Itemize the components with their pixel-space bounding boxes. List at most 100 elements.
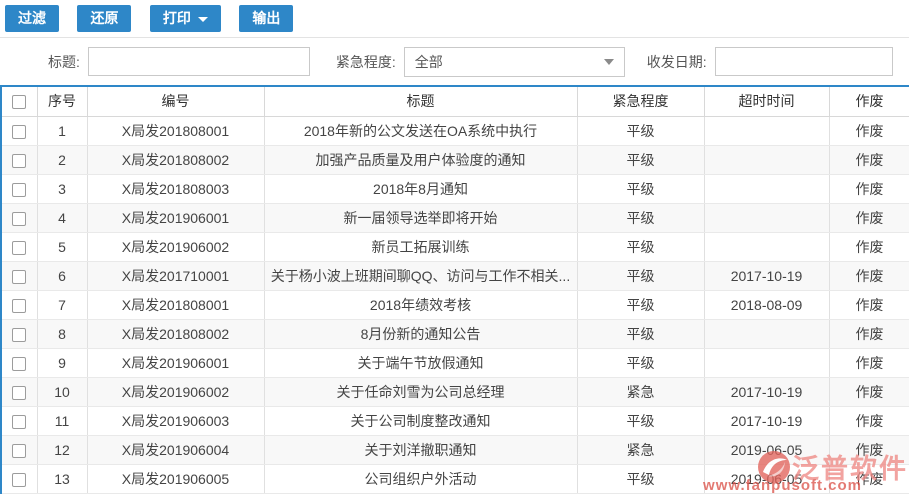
row-checkbox[interactable] [12,124,27,139]
title-filter-input[interactable] [87,47,310,76]
row-title: 2018年新的公文发送在OA系统中执行 [264,116,578,146]
select-all-checkbox[interactable] [12,95,27,110]
date-filter-label: 收发日期: [646,53,707,70]
row-title: 8月份新的通知公告 [264,319,578,349]
table-row: 11 X局发201906003 关于公司制度整改通知 平级 2017-10-19 作废 [1,406,909,436]
row-timeout: 2018-08-09 [704,290,830,320]
void-action[interactable]: 作废 [829,232,909,262]
row-code: X局发201710001 [87,261,265,291]
row-index: 5 [37,232,88,262]
row-checkbox[interactable] [12,385,27,400]
table-row: 3 X局发201808003 2018年8月通知 平级 作废 [1,174,909,204]
print-button-label: 打印 [162,10,191,26]
row-timeout [704,174,830,204]
void-action[interactable]: 作废 [829,261,909,291]
row-checkbox-cell [1,348,38,378]
row-timeout [704,348,830,378]
table-row: 9 X局发201906001 关于端午节放假通知 平级 作废 [1,348,909,378]
void-action[interactable]: 作废 [829,174,909,204]
table-header-row: 序号 编号 标题 紧急程度 超时时间 作废 [1,86,909,117]
void-action[interactable]: 作废 [829,377,909,407]
row-checkbox[interactable] [12,240,27,255]
row-checkbox-cell [1,261,38,291]
void-action[interactable]: 作废 [829,290,909,320]
row-code: X局发201906003 [87,406,265,436]
restore-button[interactable]: 还原 [77,5,132,32]
row-urgency: 平级 [577,261,705,291]
row-checkbox-cell [1,406,38,436]
void-action[interactable]: 作废 [829,203,909,233]
output-button[interactable]: 输出 [239,5,294,32]
header-title: 标题 [264,86,578,117]
row-timeout: 2019-06-05 [704,464,830,494]
header-urgency: 紧急程度 [577,86,705,117]
row-checkbox[interactable] [12,327,27,342]
row-code: X局发201906001 [87,203,265,233]
row-title: 关于任命刘雪为公司总经理 [264,377,578,407]
row-urgency: 平级 [577,406,705,436]
filter-bar: 标题: 紧急程度: 全部 收发日期: [0,38,909,85]
date-filter-input[interactable] [714,47,893,76]
row-timeout [704,319,830,349]
row-timeout [704,232,830,262]
row-checkbox-cell [1,435,38,465]
table-row: 13 X局发201906005 公司组织户外活动 平级 2019-06-05 作废 [1,464,909,494]
row-checkbox-cell [1,290,38,320]
row-index: 9 [37,348,88,378]
row-index: 6 [37,261,88,291]
row-checkbox[interactable] [12,472,27,487]
void-action[interactable]: 作废 [829,116,909,146]
table-body: 1 X局发201808001 2018年新的公文发送在OA系统中执行 平级 作废 2 X局发… [1,116,909,494]
table-row: 4 X局发201906001 新一届领导选举即将开始 平级 作废 [1,203,909,233]
row-checkbox[interactable] [12,153,27,168]
void-action[interactable]: 作废 [829,406,909,436]
void-action[interactable]: 作废 [829,319,909,349]
row-checkbox-cell [1,232,38,262]
row-checkbox[interactable] [12,269,27,284]
row-checkbox[interactable] [12,211,27,226]
urgency-select[interactable]: 全部 [403,46,625,77]
void-action[interactable]: 作废 [829,145,909,175]
row-urgency: 平级 [577,116,705,146]
table-row: 8 X局发201808002 8月份新的通知公告 平级 作废 [1,319,909,349]
urgency-select-value: 全部 [414,53,443,70]
row-checkbox-cell [1,174,38,204]
row-index: 4 [37,203,88,233]
row-title: 关于刘洋撤职通知 [264,435,578,465]
row-index: 10 [37,377,88,407]
table-row: 7 X局发201808001 2018年绩效考核 平级 2018-08-09 作废 [1,290,909,320]
row-checkbox[interactable] [12,443,27,458]
row-checkbox[interactable] [12,182,27,197]
table-row: 1 X局发201808001 2018年新的公文发送在OA系统中执行 平级 作废 [1,116,909,146]
row-title: 关于杨小波上班期间聊QQ、访问与工作不相关... [264,261,578,291]
chevron-down-icon [197,16,208,22]
row-code: X局发201808002 [87,319,265,349]
row-urgency: 平级 [577,348,705,378]
row-checkbox[interactable] [12,414,27,429]
row-checkbox[interactable] [12,298,27,313]
row-title: 公司组织户外活动 [264,464,578,494]
row-code: X局发201808003 [87,174,265,204]
row-checkbox[interactable] [12,356,27,371]
void-action[interactable]: 作废 [829,435,909,465]
void-action[interactable]: 作废 [829,464,909,494]
print-button[interactable]: 打印 [149,5,221,32]
row-checkbox-cell [1,377,38,407]
row-index: 13 [37,464,88,494]
row-title: 关于公司制度整改通知 [264,406,578,436]
void-action[interactable]: 作废 [829,348,909,378]
filter-button[interactable]: 过滤 [5,5,59,32]
row-timeout: 2019-06-05 [704,435,830,465]
row-title: 2018年8月通知 [264,174,578,204]
row-urgency: 平级 [577,319,705,349]
row-title: 关于端午节放假通知 [264,348,578,378]
row-title: 新员工拓展训练 [264,232,578,262]
row-checkbox-cell [1,464,38,494]
row-index: 1 [37,116,88,146]
row-checkbox-cell [1,145,38,175]
row-index: 11 [37,406,88,436]
header-action: 作废 [829,86,909,117]
row-timeout: 2017-10-19 [704,377,830,407]
row-code: X局发201808002 [87,145,265,175]
row-urgency: 平级 [577,145,705,175]
